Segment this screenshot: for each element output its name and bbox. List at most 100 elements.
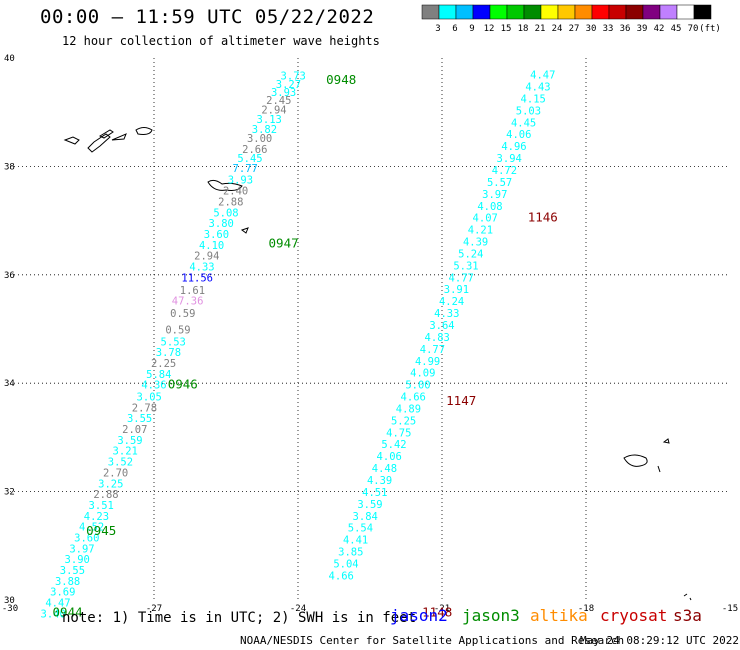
island-corvo <box>87 133 111 153</box>
color-scale-bar: 3 6 9 12 15 18 21 24 27 30 33 36 39 42 45 70 (ft) <box>421 4 721 34</box>
wave-height-value: 3.51 <box>89 500 114 512</box>
island-flores <box>63 136 80 145</box>
wave-height-value: 3.13 <box>257 114 282 126</box>
wave-height-value: 4.36 <box>141 380 166 392</box>
wave-height-value: 4.51 <box>362 487 387 499</box>
wave-height-value: 4.52 <box>79 522 104 534</box>
wave-height-value: 3.59 <box>117 435 142 447</box>
wave-height-value: 4.41 <box>343 535 368 547</box>
wave-height-value: 3.93 <box>228 175 253 187</box>
colorbar-label: 39 <box>637 24 648 34</box>
colorbar-swatch <box>540 4 559 20</box>
lat-lon-grid: -30 -27 -24 -21 -18 -15 40 38 36 34 32 30 <box>2 54 738 614</box>
wave-height-value: 3.25 <box>98 478 123 490</box>
wave-height-value: 47.36 <box>172 296 204 308</box>
wave-height-value: 3.52 <box>108 457 133 469</box>
wave-height-value: 7.77 <box>233 163 258 175</box>
colorbar-swatch <box>693 4 712 20</box>
colorbar-swatch <box>421 4 440 20</box>
wave-height-value: 3.93 <box>271 87 296 99</box>
wave-height-value: 0.59 <box>170 308 195 320</box>
wave-height-value: 3.69 <box>50 587 75 599</box>
colorbar-swatch <box>455 4 474 20</box>
wave-height-value: 2.88 <box>218 196 243 208</box>
wave-height-value: 3.40 <box>41 608 66 620</box>
wave-height-value: 3.91 <box>444 284 469 296</box>
legend-s3a: s3a <box>673 606 702 625</box>
wave-height-value: 2.94 <box>261 104 286 116</box>
wave-height-value: 3.55 <box>127 413 152 425</box>
pass-time-label: 1146 <box>528 210 558 225</box>
wave-height-value: 4.83 <box>425 332 450 344</box>
wave-height-value: 4.75 <box>386 427 411 439</box>
colorbar-swatch <box>489 4 508 20</box>
colorbar-swatch <box>574 4 593 20</box>
generation-timestamp: May 24 08:29:12 UTC 2022 <box>580 634 739 647</box>
lon-tick-label: -18 <box>578 604 594 614</box>
colorbar-label: 27 <box>569 24 580 34</box>
islands <box>63 127 692 601</box>
colorbar-label: 12 <box>484 24 495 34</box>
wave-height-value: 3.05 <box>137 392 162 404</box>
colorbar-swatch <box>659 4 678 20</box>
wave-height-value: 5.42 <box>381 439 406 451</box>
colorbar-swatch <box>438 4 457 20</box>
wave-height-value: 4.77 <box>420 344 445 356</box>
wave-height-value: 3.60 <box>204 229 229 241</box>
wave-height-value: 3.00 <box>247 133 272 145</box>
pass-time-label: 0946 <box>168 377 198 392</box>
wave-height-value: 4.08 <box>477 201 502 213</box>
wave-height-value: 2.78 <box>132 402 157 414</box>
wave-height-value: 3.21 <box>113 446 138 458</box>
colorbar-label: 6 <box>452 24 457 34</box>
colorbar-label: 45 <box>671 24 682 34</box>
pass-time-label: 1148 <box>422 604 452 619</box>
wave-height-value: 5.03 <box>516 105 541 117</box>
island-graciosa <box>98 129 114 139</box>
colorbar-swatch <box>472 4 491 20</box>
wave-height-value: 4.66 <box>329 570 354 582</box>
wave-height-value: 3.73 <box>281 71 306 83</box>
pass-time-label: 0947 <box>269 236 299 251</box>
wave-height-value: 4.33 <box>434 308 459 320</box>
wave-height-value: 5.57 <box>487 177 512 189</box>
wave-height-value: 2.66 <box>242 144 267 156</box>
wave-height-value: 4.47 <box>45 598 70 610</box>
wave-height-value: 2.07 <box>122 424 147 436</box>
wave-height-value: 4.66 <box>401 392 426 404</box>
island-sao-miguel <box>207 179 243 191</box>
wave-height-value: 3.88 <box>55 576 80 588</box>
pass-time-label: 0944 <box>53 604 83 619</box>
wave-height-value: 3.85 <box>338 547 363 559</box>
colorbar-label: 3 <box>435 24 440 34</box>
wave-height-value: 3.64 <box>429 320 454 332</box>
wave-height-value: 5.25 <box>391 415 416 427</box>
wave-height-value: 2.45 <box>266 95 291 107</box>
wave-height-value: 4.89 <box>396 403 421 415</box>
wave-height-value: 4.06 <box>377 451 402 463</box>
colorbar-label: 33 <box>603 24 614 34</box>
colorbar-swatch <box>523 4 542 20</box>
wave-height-value: 5.84 <box>146 369 171 381</box>
wave-height-value: 3.84 <box>353 511 378 523</box>
colorbar-swatch <box>591 4 610 20</box>
wave-height-value: 11.56 <box>181 272 213 284</box>
lon-tick-label: -27 <box>146 604 162 614</box>
wave-height-value: 2.70 <box>103 467 128 479</box>
wave-height-value: 5.31 <box>453 260 478 272</box>
pass-time-label: 0948 <box>326 72 356 87</box>
island-terceira <box>135 127 153 135</box>
wave-height-value: 4.10 <box>199 240 224 252</box>
colorbar-swatch <box>608 4 627 20</box>
island-madeira <box>623 454 648 467</box>
legend-cryosat: cryosat <box>600 606 668 625</box>
wave-height-value: 3.80 <box>209 218 234 230</box>
colorbar-swatch <box>506 4 525 20</box>
lat-tick-label: 32 <box>4 488 15 498</box>
legend-jason3: jason3 <box>462 606 520 625</box>
lat-tick-label: 38 <box>4 162 15 172</box>
page-subtitle: 12 hour collection of altimeter wave hei… <box>62 34 380 48</box>
pass-time-label: 0945 <box>86 523 116 538</box>
wave-height-value: 3.82 <box>252 124 277 136</box>
colorbar-label: 24 <box>552 24 563 34</box>
